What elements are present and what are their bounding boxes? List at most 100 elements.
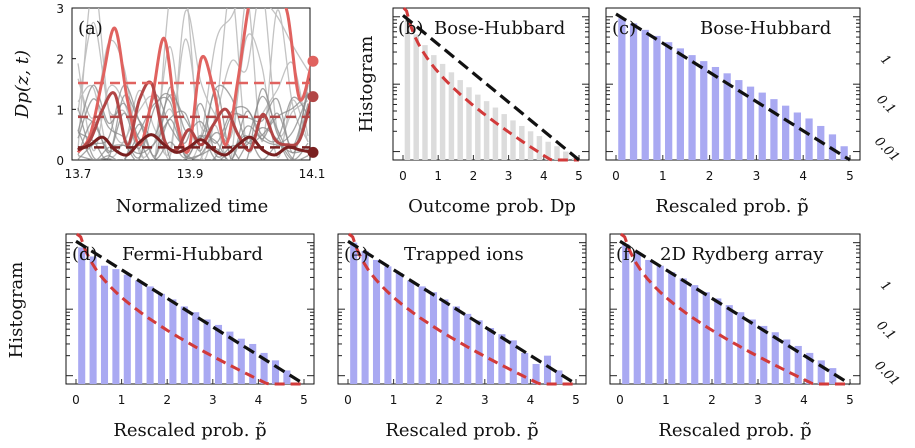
panel-d-plot: 0 1 2 3 4 5	[66, 232, 314, 407]
panel-f-title: 2D Rydberg array	[660, 244, 824, 265]
panel-b-bar	[448, 72, 455, 160]
panel-b-plot: 0 1 2 3 4 5	[393, 6, 589, 183]
panel-f-bar	[633, 252, 641, 384]
panel-e-xlabel: Rescaled prob. p̃	[385, 420, 538, 441]
panel-e-bar	[418, 286, 426, 384]
panel-f-red-curve	[619, 232, 850, 386]
panel-d-red-curve	[75, 232, 304, 386]
panel-b-bar	[431, 55, 437, 160]
panel-d-bar	[237, 338, 245, 384]
panel-b-xtick-label: 1	[434, 169, 442, 183]
panel-e-label: (e)	[344, 244, 369, 265]
panel-a-end-marker	[307, 91, 319, 103]
panel-b-bar	[483, 101, 490, 160]
panel-f-bar	[817, 360, 825, 384]
panel-b-bar	[510, 120, 516, 160]
panel-e-bar	[407, 280, 415, 384]
panel-c-bar	[676, 48, 684, 161]
panel-d-bar	[123, 274, 131, 384]
panel-b-bar	[492, 107, 499, 160]
panel-c-xtick-label: 2	[706, 169, 714, 183]
panel-a-series-mid	[77, 80, 310, 153]
panel-a-ylabel: Dp(z, t)	[12, 50, 33, 119]
panel-f-bar	[760, 325, 768, 384]
panel-e-bar	[555, 370, 563, 384]
panel-f-bar	[622, 244, 630, 384]
panel-d-exp-line	[75, 239, 305, 386]
panel-d-bar	[146, 286, 154, 384]
right-tick-001-top: 0.01	[871, 134, 902, 165]
panel-e-xtick-label: 3	[481, 393, 489, 407]
panel-c-exp-line	[615, 12, 851, 162]
panel-e-xtick-label: 0	[344, 393, 352, 407]
panel-b-bar	[501, 114, 507, 160]
panel-e-xtick-label: 2	[435, 393, 443, 407]
panel-d-xtick-label: 3	[209, 393, 217, 407]
panel-e-xtick-label: 1	[390, 393, 398, 407]
panel-e-bar	[498, 334, 506, 384]
panel-f-bar	[783, 339, 791, 384]
panel-b-bar	[413, 34, 419, 160]
panel-b-xtick-label: 3	[505, 169, 513, 183]
panel-c-bar	[805, 118, 813, 160]
panel-f-xtick-label: 5	[846, 393, 854, 407]
panel-c-bar	[746, 86, 755, 160]
panel-a-series-light	[76, 8, 310, 154]
panel-d-xtick-label: 2	[163, 393, 171, 407]
panel-f-bar	[645, 259, 653, 384]
panel-c-xtick-label: 4	[799, 169, 807, 183]
panel-d-bar	[283, 370, 291, 384]
panel-f-xtick-label: 3	[754, 393, 762, 407]
panel-b-xlabel: Outcome prob. Dp	[408, 196, 576, 217]
panel-d-label: (d)	[72, 244, 98, 265]
panel-d-bar	[78, 247, 86, 384]
panel-c-xtick-label: 3	[753, 169, 761, 183]
panel-a-ytick-label: 3	[56, 2, 64, 16]
panel-c-title: Bose-Hubbard	[700, 18, 831, 39]
panel-f-bar	[794, 345, 802, 384]
panel-c-bar	[840, 146, 848, 160]
panel-c-bar	[618, 18, 626, 160]
panel-f-bar	[656, 265, 664, 384]
panel-b-xtick-label: 0	[399, 169, 407, 183]
panel-f-bar	[679, 278, 687, 384]
panel-a-ytick-label: 0	[56, 154, 64, 168]
right-tick-001-bottom: 0.01	[871, 358, 902, 389]
panel-b-bar	[475, 94, 481, 160]
panel-f-xlabel: Rescaled prob. p̃	[658, 420, 811, 441]
panel-f-plot: 0 1 2 3 4 5	[610, 232, 860, 407]
panel-e-bar	[372, 259, 381, 384]
panel-f-label: (f)	[616, 244, 637, 265]
panel-c-bar	[641, 29, 649, 160]
panel-c-xtick-label: 5	[846, 169, 854, 183]
panel-b-bar	[563, 151, 569, 160]
right-tick-01-top: 0.1	[873, 92, 898, 117]
panel-b-exp-line	[401, 14, 581, 162]
panel-a-label: (a)	[78, 18, 103, 39]
panel-a-gray-trace	[77, 8, 309, 160]
panel-b-xtick-label: 4	[540, 169, 548, 183]
panel-a-end-marker	[307, 55, 319, 67]
panel-b-bar	[519, 125, 525, 160]
panel-d-bar	[100, 265, 109, 384]
panel-c-bar	[665, 42, 673, 161]
panel-c-label: (c)	[612, 18, 636, 39]
panel-a-xlabel: Normalized time	[116, 196, 269, 217]
top-histogram-ylabel: Histogram	[356, 36, 377, 133]
panel-e-bar	[509, 340, 517, 384]
panel-f-xtick-label: 1	[662, 393, 670, 407]
panel-f-bar	[714, 298, 722, 384]
panel-a-ytick-label: 1	[56, 103, 64, 117]
panel-e-bar	[521, 352, 529, 384]
panel-c-bar	[770, 99, 778, 160]
panel-e-title: Trapped ions	[404, 244, 524, 265]
panel-b-xtick-label: 5	[575, 169, 583, 183]
bottom-histogram-ylabel: Histogram	[6, 262, 27, 359]
panel-b-label: (b)	[398, 18, 424, 39]
panel-a-plot: 0 1 2 3 13.7 13.9 14.1	[56, 2, 325, 181]
panel-b-bar	[545, 141, 551, 160]
panel-b-title: Bose-Hubbard	[434, 18, 565, 39]
panel-b-bar	[536, 136, 543, 160]
panel-e-xtick-label: 5	[572, 393, 580, 407]
